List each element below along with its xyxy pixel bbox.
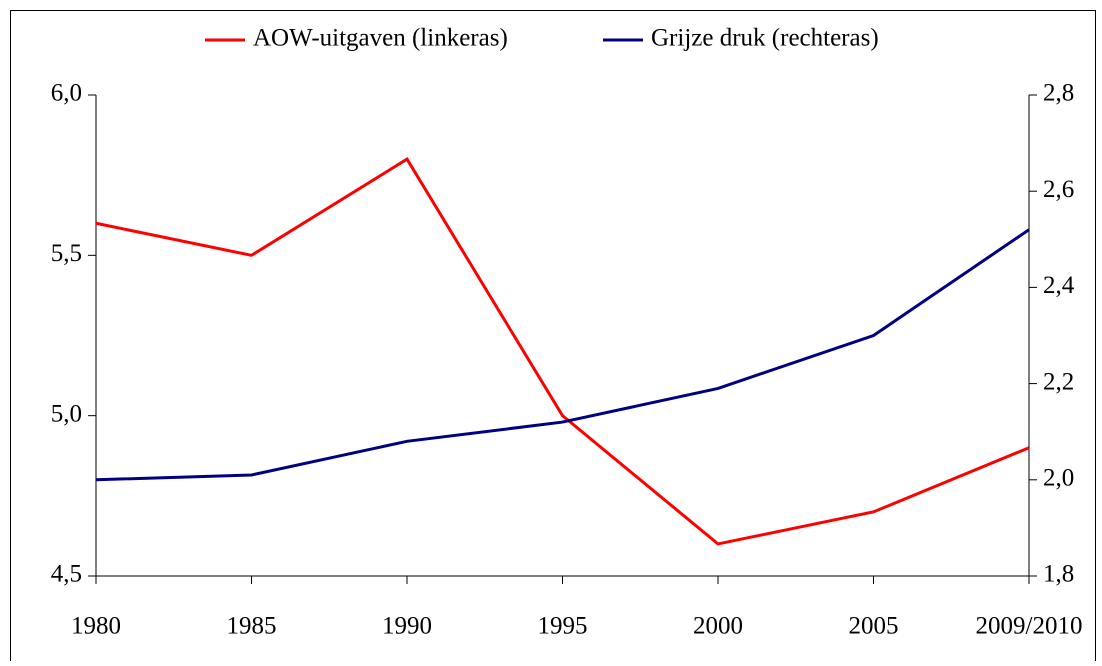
y2-tick-label: 2,2 [1043,368,1074,395]
x-tick-label: 1990 [382,613,432,640]
x-tick-label: 1980 [71,613,121,640]
y2-tick-label: 2,6 [1043,176,1074,203]
series-line [95,228,1030,482]
y2-tick-label: 2,4 [1043,272,1075,299]
legend-label: Grijze druk (rechteras) [651,25,879,52]
x-tick-label: 1995 [538,613,588,640]
x-tick-label: 2000 [693,613,743,640]
y-tick-label: 5,0 [51,400,82,427]
x-tick-label: 1985 [227,613,277,640]
y2-tick-label: 2,8 [1043,80,1074,107]
y2-tick-label: 2,0 [1043,465,1074,492]
y2-tick-label: 1,8 [1043,561,1074,588]
legend-label: AOW-uitgaven (linkeras) [253,25,508,52]
x-tick-label: 2009/2010 [976,613,1083,640]
series-line [95,157,1030,546]
x-tick-label: 2005 [849,613,899,640]
y-tick-label: 5,5 [51,240,82,267]
y-tick-label: 4,5 [51,561,82,588]
y-tick-label: 6,0 [51,80,82,107]
chart-frame [10,10,1096,666]
